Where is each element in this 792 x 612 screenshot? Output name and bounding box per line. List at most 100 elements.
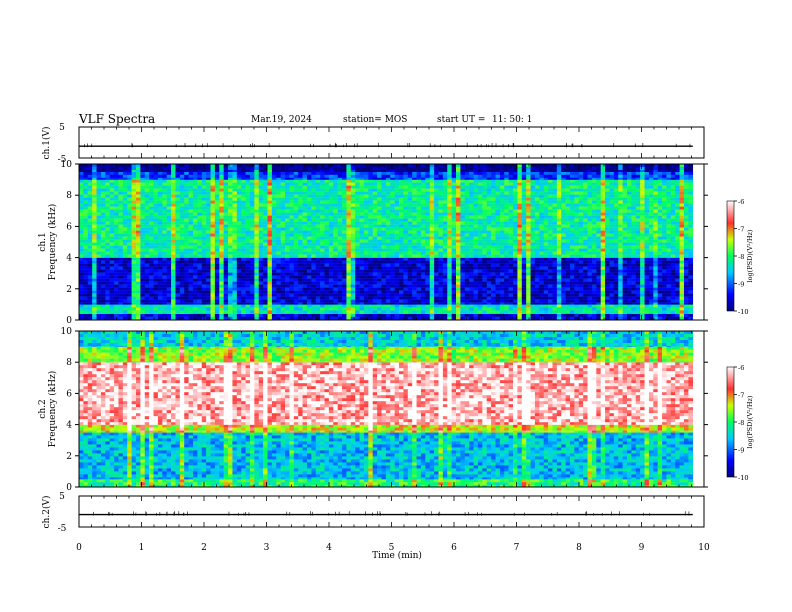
ch1-spec-cell [192, 182, 198, 186]
ch1-spec-cell [556, 188, 562, 192]
ch1-spec-cell [679, 209, 685, 213]
ch1-spec-cell [328, 281, 334, 285]
ch1-spec-cell [197, 278, 203, 282]
ch1-spec-cell [570, 269, 575, 273]
ch1-spec-cell [184, 290, 189, 294]
ch1-spec-cell [508, 278, 514, 282]
ch1-spec-cell [570, 302, 575, 305]
ch1-spec-cell [530, 287, 536, 291]
ch1-spec-cell [179, 191, 185, 195]
ch1-spec-cell [285, 197, 290, 201]
ch1-spec-cell [442, 194, 448, 198]
ch1-spec-cell [434, 299, 439, 303]
ch1-spec-cell [530, 272, 536, 276]
ch1-spec-cell [267, 310, 273, 314]
ch1-spec-cell [157, 200, 163, 204]
ch1-spec-cell [556, 304, 562, 308]
ch1-spec-cell [626, 296, 632, 300]
ch1-spec-cell [517, 313, 523, 314]
ch1-spec-cell [162, 266, 167, 270]
ch1-spec-cell [214, 263, 220, 267]
ch1-spec-cell [451, 281, 457, 285]
ch1-spec-cell [210, 275, 216, 279]
ch1-spec-cell [285, 304, 290, 308]
ch1-spec-cell [306, 281, 312, 285]
ch1-spec-cell [679, 203, 685, 207]
ch1-spec-cell [499, 299, 505, 303]
ch1-spec-cell [153, 302, 159, 305]
ch1-spec-cell [276, 284, 281, 288]
ch1-spec-cell [631, 206, 637, 210]
ch1-spec-cell [416, 304, 422, 308]
ch1-spec-cell [92, 188, 97, 192]
ch1-spec-cell [188, 313, 194, 314]
ch1-spec-cell [118, 269, 124, 273]
ch1-spec-cell [548, 302, 553, 305]
ch1-spec-cell [657, 269, 663, 273]
ch1-spec-cell [92, 293, 97, 297]
ch1-spec-cell [683, 206, 689, 210]
ch1-spec-cell [626, 209, 632, 213]
ch1-spec-cell [657, 302, 663, 305]
ch1-spec-cell [254, 310, 260, 314]
ch1-spec-cell [403, 188, 409, 192]
ch1-spec-cell [534, 194, 540, 198]
ch1-spec-cell [135, 299, 141, 303]
ch1-spec-cell [530, 266, 536, 270]
ch1-spec-cell [96, 272, 102, 276]
ch1-spec-cell [271, 212, 277, 216]
ch1-spec-cell [289, 313, 295, 314]
ch1-spec-cell [447, 272, 452, 276]
ch1-spec-cell [469, 313, 474, 317]
ch1-spec-cell [179, 290, 185, 294]
ch1-spec-cell [543, 269, 549, 273]
ch1-spec-cell [140, 200, 146, 204]
ch1-spec-cell [473, 209, 479, 213]
ch1-spec-cell [184, 313, 189, 314]
ch1-spec-cell [578, 278, 584, 282]
ch1-spec-cell [267, 299, 273, 303]
ch1-spec-cell [184, 304, 189, 308]
ch1-spec-cell [508, 212, 514, 216]
ch1-spec-cell [666, 203, 672, 207]
ch1-spec-cell [271, 284, 277, 288]
ch1-spec-cell [635, 275, 641, 279]
ch1-spec-cell [293, 188, 299, 192]
ch1-spec-cell [613, 278, 619, 282]
ch1-spec-cell [355, 266, 360, 270]
ch1-spec-cell [565, 287, 571, 291]
ch1-spec-cell [337, 304, 343, 308]
ch1-spec-cell [337, 194, 343, 198]
ch1-spec-cell [477, 179, 483, 183]
ch1-spec-cell [596, 313, 601, 314]
ch1-spec-cell [543, 209, 549, 213]
ch1-spec-cell [114, 191, 119, 195]
ch1-spec-cell [618, 194, 623, 198]
ch1-spec-cell [670, 284, 676, 288]
ch1-spec-cell [491, 191, 496, 195]
ch1-spec-cell [605, 304, 610, 308]
ch1-spec-cell [337, 179, 343, 183]
ch1-spec-cell [407, 307, 413, 311]
ch1-spec-cell [662, 188, 667, 192]
ch1-spec-cell [644, 200, 650, 204]
ch1-spec-cell [591, 287, 597, 291]
ch1-spec-cell [574, 307, 580, 311]
ch1-spec-cell [140, 212, 146, 216]
ch1-spec-cell [381, 257, 387, 261]
ch1-spec-cell [122, 269, 128, 273]
ch1-spec-cell [280, 296, 286, 300]
ch1-spec-cell [521, 200, 527, 204]
ch1-spec-cell [442, 310, 448, 314]
ch1-spec-cell [412, 185, 417, 189]
ch1-spec-cell [368, 266, 374, 270]
ch1-spec-cell [578, 263, 584, 267]
ch1-spec-cell [385, 304, 391, 308]
ch1-spec-cell [425, 194, 431, 198]
ch1-spec-cell [570, 188, 575, 192]
ch1-spec-cell [456, 313, 461, 314]
ch1-spec-cell [83, 257, 89, 261]
ch1-spec-cell [350, 296, 356, 300]
ch1-spec-cell [372, 203, 378, 207]
ch1-spec-cell [583, 316, 588, 320]
